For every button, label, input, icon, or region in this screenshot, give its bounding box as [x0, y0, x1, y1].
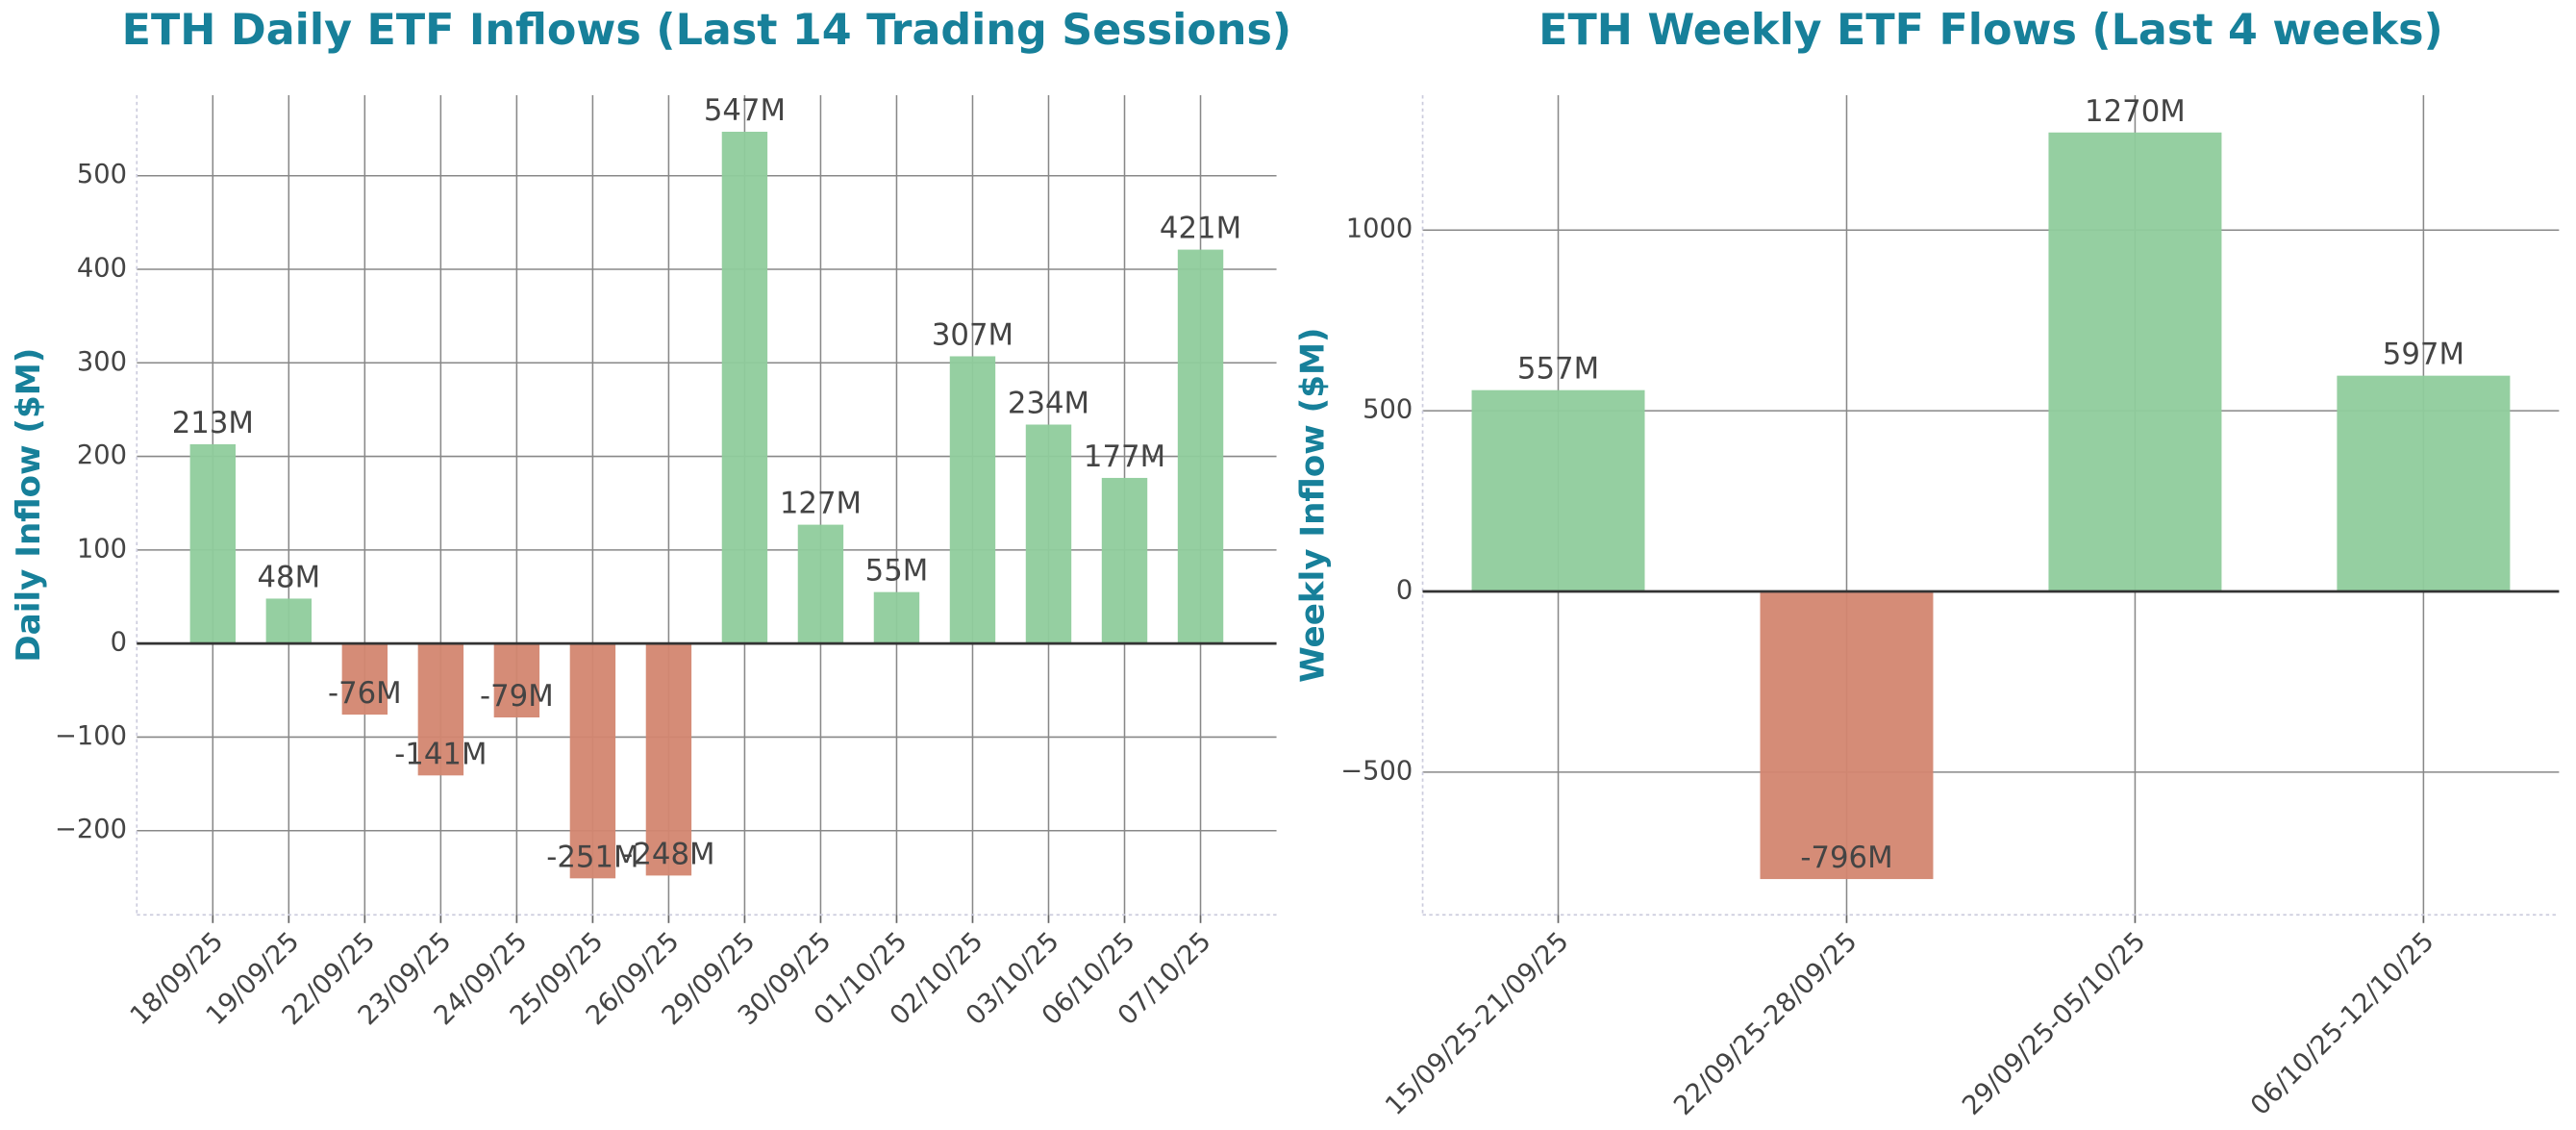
value-label: -79M [480, 679, 554, 714]
bar [265, 598, 313, 644]
bar [1025, 424, 1072, 644]
bar [569, 643, 616, 879]
value-label: 1270M [2085, 94, 2186, 129]
bar [721, 131, 768, 644]
value-label: 127M [780, 487, 862, 521]
y-tick-label: 400 [77, 254, 127, 284]
value-label: -251M [546, 840, 638, 874]
y-axis-label: Weekly Inflow ($M) [1293, 327, 1332, 682]
bar [873, 591, 920, 644]
y-tick-label: 500 [1363, 395, 1413, 425]
bar [341, 643, 388, 716]
bar [2048, 132, 2222, 591]
chart-title: ETH Daily ETF Inflows (Last 14 Trading S… [122, 6, 1292, 55]
value-label: -76M [328, 676, 402, 711]
y-axis-label: Daily Inflow ($M) [10, 348, 48, 663]
y-tick-label: −200 [55, 815, 127, 844]
y-tick-label: 0 [1396, 575, 1413, 605]
value-label: 177M [1084, 439, 1165, 474]
value-label: -248M [622, 837, 714, 871]
bar [189, 443, 237, 644]
y-tick-label: 500 [77, 160, 127, 189]
value-label: 48M [258, 560, 321, 594]
chart-title: ETH Weekly ETF Flows (Last 4 weeks) [1538, 6, 2443, 55]
value-label: 307M [932, 317, 1013, 352]
value-label: -796M [1800, 841, 1892, 875]
y-tick-label: 200 [77, 440, 127, 470]
bar [797, 524, 844, 644]
y-tick-label: 100 [77, 534, 127, 564]
x-tick-label: 06/10/25-12/10/25 [2245, 927, 2439, 1121]
bar [1101, 477, 1148, 644]
value-label: 547M [704, 93, 786, 128]
bar [645, 643, 692, 876]
bar [1177, 249, 1224, 644]
x-tick-label: 22/09/25-28/09/25 [1668, 927, 1863, 1121]
bar [493, 643, 540, 718]
bar [1760, 590, 1934, 880]
value-label: 213M [172, 406, 254, 440]
value-label: 597M [2383, 338, 2464, 372]
bar [949, 356, 996, 644]
x-tick-label: 29/09/25-05/10/25 [1957, 927, 2151, 1121]
value-label: 421M [1160, 212, 1241, 246]
bar [1471, 389, 1645, 591]
value-label: 55M [865, 554, 929, 589]
value-label: -141M [394, 737, 487, 771]
bar [417, 643, 464, 776]
value-label: 234M [1008, 387, 1089, 421]
y-tick-label: −500 [1340, 756, 1413, 786]
y-tick-label: 300 [77, 347, 127, 377]
y-tick-label: 1000 [1346, 214, 1413, 244]
x-tick-label: 15/09/25-21/09/25 [1380, 927, 1574, 1121]
y-tick-label: 0 [111, 628, 127, 658]
bar [2337, 375, 2511, 591]
value-label: 557M [1517, 352, 1599, 387]
y-tick-label: −100 [55, 721, 127, 751]
